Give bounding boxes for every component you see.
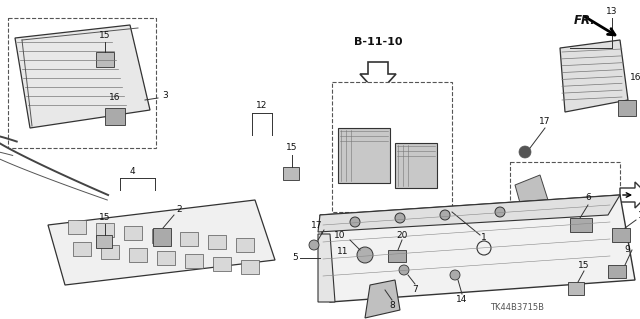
Polygon shape xyxy=(365,280,400,318)
Bar xyxy=(208,235,226,249)
Text: 15: 15 xyxy=(99,31,111,40)
Polygon shape xyxy=(515,175,548,210)
Text: 5: 5 xyxy=(292,254,298,263)
Text: 7: 7 xyxy=(412,286,418,294)
Bar xyxy=(608,265,626,278)
Polygon shape xyxy=(560,40,628,112)
Text: 3: 3 xyxy=(162,91,168,100)
Bar xyxy=(153,228,171,246)
Bar xyxy=(73,242,91,256)
Bar xyxy=(612,228,630,242)
Text: 14: 14 xyxy=(456,295,468,305)
Bar xyxy=(213,257,231,271)
Bar xyxy=(101,245,119,259)
Bar xyxy=(96,223,114,237)
Circle shape xyxy=(519,146,531,158)
Polygon shape xyxy=(318,195,620,232)
Polygon shape xyxy=(15,25,150,128)
Text: 8: 8 xyxy=(389,301,395,310)
Bar xyxy=(510,162,620,230)
Text: TK44B3715B: TK44B3715B xyxy=(490,303,544,313)
Polygon shape xyxy=(360,62,396,94)
Circle shape xyxy=(350,217,360,227)
Polygon shape xyxy=(318,234,335,302)
Polygon shape xyxy=(48,200,275,285)
Text: FR.: FR. xyxy=(574,14,596,27)
Bar xyxy=(105,108,125,125)
Bar xyxy=(68,220,86,234)
Bar xyxy=(332,82,452,212)
Circle shape xyxy=(395,213,405,223)
Bar xyxy=(568,282,584,295)
Text: 12: 12 xyxy=(256,100,268,109)
Text: 18: 18 xyxy=(638,211,640,219)
Text: 15: 15 xyxy=(99,213,111,222)
Text: 6: 6 xyxy=(585,194,591,203)
Circle shape xyxy=(399,265,409,275)
Bar xyxy=(388,250,406,262)
Circle shape xyxy=(450,270,460,280)
Polygon shape xyxy=(320,195,635,302)
Bar xyxy=(236,238,254,252)
Bar xyxy=(8,18,156,148)
Bar xyxy=(129,248,147,262)
Text: 10: 10 xyxy=(334,231,346,240)
Circle shape xyxy=(440,210,450,220)
Polygon shape xyxy=(620,182,640,208)
Bar xyxy=(283,167,299,180)
Text: 15: 15 xyxy=(579,261,589,270)
Bar xyxy=(96,235,112,248)
Bar xyxy=(570,218,592,232)
Text: 11: 11 xyxy=(337,248,349,256)
Bar xyxy=(185,254,203,268)
Text: 2: 2 xyxy=(176,205,182,214)
Text: 17: 17 xyxy=(310,220,322,229)
Circle shape xyxy=(309,240,319,250)
Text: 16: 16 xyxy=(109,93,121,102)
Bar xyxy=(157,251,175,265)
Bar xyxy=(152,229,170,243)
Circle shape xyxy=(357,247,373,263)
Text: B-11-10: B-11-10 xyxy=(354,37,403,47)
Text: 9: 9 xyxy=(624,246,630,255)
Text: 4: 4 xyxy=(129,167,135,176)
Text: 13: 13 xyxy=(606,8,618,17)
Text: 16: 16 xyxy=(630,73,640,83)
Bar xyxy=(618,100,636,116)
Bar xyxy=(395,143,437,188)
Text: 17: 17 xyxy=(540,117,551,127)
Bar xyxy=(96,52,114,67)
Circle shape xyxy=(495,207,505,217)
Text: 20: 20 xyxy=(396,231,408,240)
Text: 15: 15 xyxy=(286,144,298,152)
Text: 1: 1 xyxy=(481,234,487,242)
Bar xyxy=(338,128,390,183)
Bar xyxy=(180,232,198,246)
Bar xyxy=(241,260,259,274)
Bar xyxy=(124,226,142,240)
